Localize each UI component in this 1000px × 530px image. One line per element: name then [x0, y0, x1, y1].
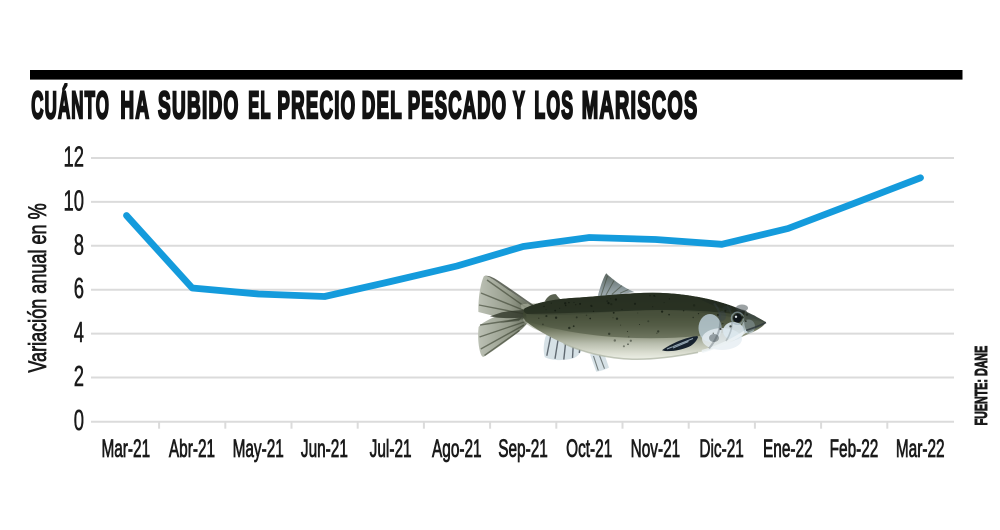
svg-text:EL: EL [248, 84, 271, 127]
svg-text:Feb-22: Feb-22 [830, 435, 879, 463]
svg-text:Jun-21: Jun-21 [301, 435, 348, 463]
svg-text:0: 0 [74, 405, 84, 437]
svg-text:Mar-21: Mar-21 [101, 435, 150, 463]
svg-text:DEL: DEL [362, 85, 403, 127]
svg-text:Sep-21: Sep-21 [498, 435, 548, 463]
svg-text:Y: Y [513, 85, 526, 127]
svg-text:Ago-21: Ago-21 [432, 435, 482, 463]
svg-text:12: 12 [64, 141, 84, 173]
svg-text:Jul-21: Jul-21 [370, 435, 412, 463]
svg-text:SUBIDO: SUBIDO [158, 85, 240, 127]
svg-text:LOS: LOS [534, 85, 574, 127]
svg-text:4: 4 [74, 317, 84, 349]
svg-text:2: 2 [74, 361, 84, 393]
svg-text:10: 10 [64, 185, 84, 217]
svg-text:Oct-21: Oct-21 [566, 435, 612, 463]
svg-text:Dic-21: Dic-21 [699, 435, 743, 463]
svg-text:PRECIO: PRECIO [277, 85, 356, 127]
svg-text:Variación anual en %: Variación anual en % [23, 203, 52, 372]
svg-text:Ene-22: Ene-22 [763, 435, 813, 463]
svg-text:FUENTE: DANE: FUENTE: DANE [972, 346, 991, 426]
svg-text:CUÁNTO: CUÁNTO [31, 83, 110, 127]
svg-text:MARISCOS: MARISCOS [582, 85, 699, 126]
svg-text:HA: HA [120, 85, 150, 127]
svg-text:Nov-21: Nov-21 [631, 435, 681, 463]
svg-text:Abr-21: Abr-21 [169, 435, 215, 463]
svg-text:Mar-22: Mar-22 [896, 435, 945, 463]
svg-text:8: 8 [74, 229, 84, 261]
svg-text:May-21: May-21 [233, 435, 284, 463]
svg-text:6: 6 [74, 273, 84, 305]
svg-text:PESCADO: PESCADO [408, 85, 507, 127]
